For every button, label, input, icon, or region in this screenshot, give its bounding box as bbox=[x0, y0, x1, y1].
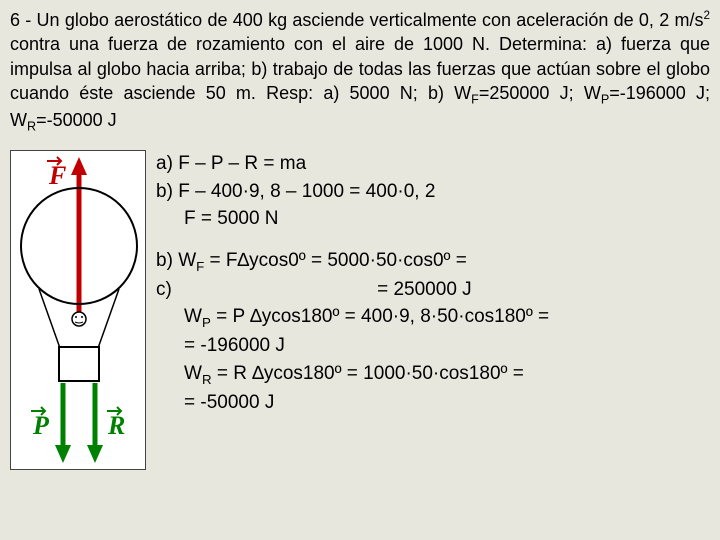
force-P-arrow bbox=[55, 383, 71, 463]
wf-expr: = F∆ycos0º = 5000·50·cos0º = bbox=[204, 250, 467, 271]
problem-sup: 2 bbox=[703, 9, 710, 22]
problem-sub-3: R bbox=[27, 120, 36, 134]
label-b1: b) bbox=[156, 181, 173, 202]
label-a: a) bbox=[156, 153, 173, 174]
force-R-label: R bbox=[107, 411, 125, 440]
label-c: c) bbox=[156, 279, 172, 300]
sol-line-a1: a) F – P – R = ma bbox=[156, 150, 549, 178]
balloon-basket bbox=[59, 347, 99, 381]
wf-pre: W bbox=[178, 250, 196, 271]
eq-a3: F = 5000 N bbox=[184, 208, 279, 229]
sol-line-wr2: = -50000 J bbox=[156, 389, 549, 417]
problem-sub-1: F bbox=[471, 92, 479, 106]
sol-line-wr1: WR = R ∆ycos180º = 1000·50·cos180º = bbox=[156, 360, 549, 389]
problem-sub-2: P bbox=[601, 92, 609, 106]
problem-text-5: =-50000 J bbox=[36, 110, 117, 130]
eq-a2: F – 400·9, 8 – 1000 = 400·0, 2 bbox=[178, 181, 435, 202]
force-P-label: P bbox=[32, 411, 50, 440]
wr-expr: = R ∆ycos180º = 1000·50·cos180º = bbox=[212, 363, 524, 384]
wr-sub: R bbox=[202, 372, 212, 387]
wp-sub: P bbox=[202, 315, 211, 330]
sol-line-wf1: b) WF = F∆ycos0º = 5000·50·cos0º = bbox=[156, 247, 549, 276]
solution-text: a) F – P – R = ma b) F – 400·9, 8 – 1000… bbox=[156, 150, 549, 416]
sol-line-wp2: = -196000 J bbox=[156, 332, 549, 360]
wf-result: = 250000 J bbox=[177, 276, 472, 304]
sol-line-a3: F = 5000 N bbox=[156, 205, 549, 233]
wp-result: = -196000 J bbox=[184, 335, 285, 356]
problem-text-1: 6 - Un globo aerostático de 400 kg ascie… bbox=[10, 10, 703, 30]
label-b2: b) bbox=[156, 250, 173, 271]
sol-line-a2: b) F – 400·9, 8 – 1000 = 400·0, 2 bbox=[156, 178, 549, 206]
wp-pre: W bbox=[184, 306, 202, 327]
force-F-arrow bbox=[71, 157, 87, 326]
sol-line-wp1: WP = P ∆ycos180º = 400·9, 8·50·cos180º = bbox=[156, 303, 549, 332]
eq-a1: F – P – R = ma bbox=[178, 153, 306, 174]
wp-expr: = P ∆ycos180º = 400·9, 8·50·cos180º = bbox=[211, 306, 549, 327]
balloon-face-icon bbox=[72, 312, 86, 326]
rope-left bbox=[39, 289, 61, 351]
solution-area: F P R a) F – P – R = ma b) F – 400·9, 8 … bbox=[10, 150, 710, 470]
problem-text-3: =250000 J; W bbox=[479, 83, 601, 103]
force-R-arrow bbox=[87, 383, 103, 463]
rope-right bbox=[97, 289, 119, 351]
wr-pre: W bbox=[184, 363, 202, 384]
sol-line-wf2: c) = 250000 J bbox=[156, 276, 549, 304]
balloon-diagram: F P R bbox=[10, 150, 146, 470]
problem-statement: 6 - Un globo aerostático de 400 kg ascie… bbox=[10, 8, 710, 136]
diagram-svg: F P R bbox=[11, 151, 147, 471]
force-F-label: F bbox=[48, 161, 66, 190]
wr-result: = -50000 J bbox=[184, 392, 274, 413]
